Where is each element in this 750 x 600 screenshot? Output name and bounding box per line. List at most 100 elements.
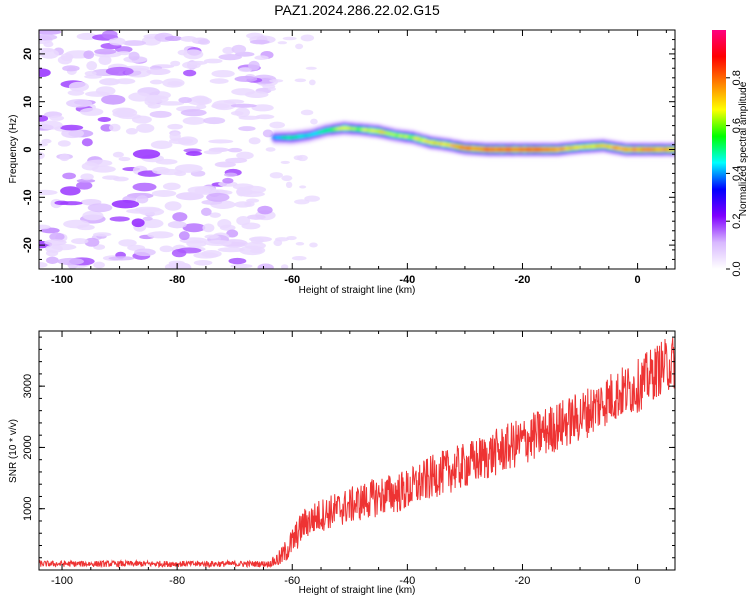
noise-blob [131,115,152,124]
noise-blob [168,137,194,145]
noise-blob [182,223,206,233]
noise-blob [85,159,113,167]
noise-blob [257,205,273,215]
noise-blob [187,186,211,194]
x-tick-label: -20 [515,575,531,587]
noise-blob [115,78,136,85]
noise-blob [151,190,177,197]
noise-blob [44,239,67,246]
noise-blob [247,214,266,220]
noise-blob [236,186,247,197]
noise-blob [250,248,263,254]
noise-blob [305,66,317,70]
noise-blob [57,140,71,147]
noise-blob [60,186,81,196]
noise-blob [105,66,134,76]
noise-blob [300,34,315,42]
noise-blob [208,139,234,144]
noise-blob [204,239,232,246]
spectrogram-y-axis-label: Frequency (Hz) [8,115,19,184]
noise-blob [180,36,197,42]
noise-blob [227,147,243,153]
noise-blob [238,115,261,120]
noise-blob [224,172,238,177]
noise-blob [132,149,161,159]
noise-blob [57,55,73,65]
noise-blob [251,104,274,112]
x-tick-label: -40 [399,575,415,587]
noise-blob [214,161,236,168]
noise-blob [196,104,207,110]
colorbar: 0.0 0.2 0.4 0.6 0.8 Normalized spectral ampl… [712,30,749,277]
x-tick-label: -80 [169,575,185,587]
noise-blob [280,160,290,164]
noise-blob [217,247,245,253]
noise-blob [134,248,156,257]
noise-blob [112,151,124,158]
noise-blob [87,203,113,213]
x-tick-label: -60 [284,575,300,587]
noise-blob [250,237,264,244]
noise-blob [39,30,62,35]
noise-blob [202,223,215,233]
snr-plot-area [39,331,675,570]
noise-blob [81,138,93,147]
noise-blob [51,243,77,251]
noise-blob [128,51,140,61]
noise-blob [146,68,171,75]
noise-blob [83,50,95,60]
noise-blob [204,234,219,239]
noise-blob [206,192,230,202]
noise-blob [248,60,260,71]
noise-blob [95,86,116,96]
y-tick-label: -10 [22,189,34,205]
colorbar-gradient [712,30,726,269]
noise-blob [84,237,100,247]
noise-blob [183,49,204,60]
noise-blob [39,120,63,130]
noise-blob [39,68,51,77]
noise-blob [167,81,183,86]
noise-blob [164,35,183,42]
noise-blob [244,91,269,99]
noise-blob [131,218,145,228]
noise-blob [274,237,290,242]
noise-blob [167,123,183,130]
noise-blob [84,71,97,77]
noise-blob [180,109,207,117]
noise-blob [39,189,58,196]
noise-blob [79,107,104,116]
noise-blob [159,245,174,253]
noise-blob [102,175,120,180]
noise-blob [41,138,52,144]
noise-blob [97,117,112,122]
noise-blob [109,216,130,222]
noise-blob [86,60,98,71]
noise-blob [285,181,293,189]
noise-blob [144,97,157,106]
noise-blob [177,263,192,269]
noise-blob [118,156,131,162]
noise-blob [185,151,203,156]
noise-blob [62,172,76,180]
noise-blob [211,103,230,109]
noise-blob [282,36,297,41]
noise-blob [99,78,121,86]
snr-y-axis-label: SNR (10 * v/v) [8,419,19,483]
noise-blob [186,240,207,248]
spectrogram-ridge [271,119,675,158]
x-tick-label: -60 [284,274,300,286]
snr-series-line [39,337,675,569]
noise-blob [93,261,105,269]
noise-blob [300,109,314,116]
noise-blob [310,118,318,125]
noise-blob [157,168,183,176]
noise-blob [174,164,203,173]
colorbar-tick-label: 0.4 [731,166,743,181]
snr-x-axis-label: Height of straight line (km) [299,585,416,596]
noise-blob [80,173,94,181]
noise-blob [304,195,320,202]
noise-blob [182,116,206,125]
